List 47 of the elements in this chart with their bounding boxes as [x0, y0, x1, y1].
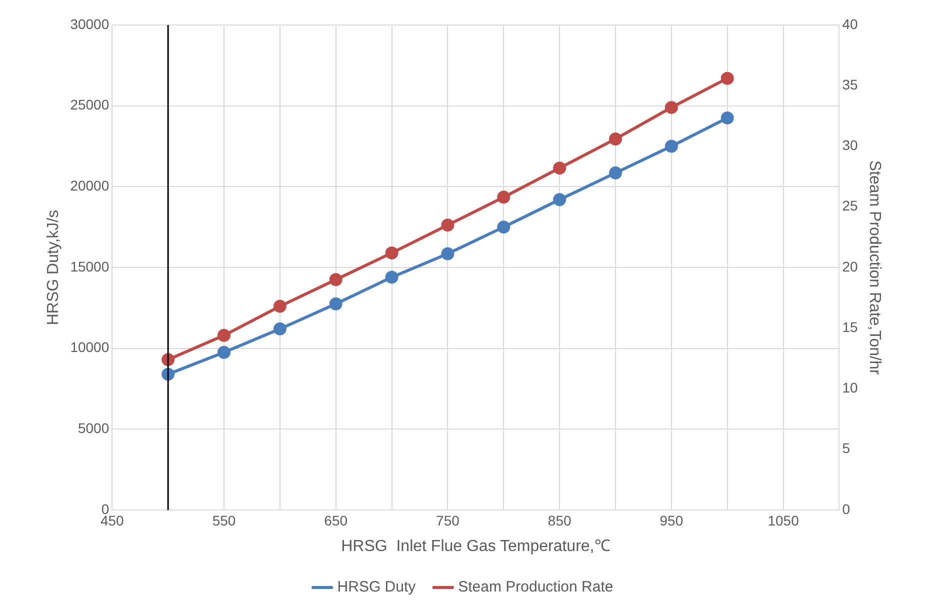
y2-tick-label: 30 — [842, 137, 858, 154]
point — [664, 140, 678, 153]
y2-tick-label: 10 — [842, 380, 858, 396]
y2-tick-label: 0 — [842, 500, 850, 517]
y2-tick-label: 20 — [842, 258, 858, 274]
y2-tick-label: 5 — [842, 440, 850, 456]
x-tick-label: 1050 — [768, 512, 800, 528]
y-tick-label: 30000 — [70, 16, 110, 32]
legend-label: HRSG Duty — [337, 578, 416, 596]
y-tick-label: 25000 — [70, 96, 110, 113]
y2-tick-label: 40 — [842, 16, 858, 32]
point — [553, 193, 566, 206]
y-tick-label: 15000 — [70, 258, 110, 274]
y2-axis-title: Steam Production Rate,Ton/hr — [866, 160, 883, 376]
point — [609, 166, 622, 180]
point — [385, 270, 398, 284]
point — [664, 100, 678, 114]
y-tick-label: 20000 — [70, 178, 110, 194]
point — [720, 72, 734, 85]
point — [273, 322, 286, 336]
point — [497, 190, 510, 204]
point — [217, 346, 230, 359]
point — [441, 218, 454, 232]
point — [329, 273, 342, 286]
x-tick-label: 750 — [436, 512, 460, 528]
y2-tick-label: 35 — [842, 76, 858, 92]
y2-tick-label: 25 — [842, 198, 858, 214]
point — [497, 220, 510, 234]
y-tick-label: 10000 — [70, 339, 110, 356]
point — [609, 132, 622, 146]
x-tick-label: 650 — [324, 512, 348, 528]
x-axis-title: HRSG Inlet Flue Gas Temperature,℃ — [341, 538, 610, 555]
y2-tick-label: 15 — [842, 318, 858, 335]
point — [329, 297, 342, 310]
point — [273, 300, 286, 313]
x-tick-label: 550 — [212, 512, 236, 528]
point — [217, 328, 230, 342]
y-tick-label: 0 — [101, 500, 110, 517]
point — [441, 247, 454, 260]
y-tick-label: 5000 — [78, 420, 110, 436]
point — [553, 162, 566, 175]
x-tick-label: 950 — [660, 512, 684, 528]
point — [385, 246, 398, 260]
y-axis-title: HRSG Duty,kJ/s — [45, 210, 62, 326]
point — [720, 111, 734, 124]
x-tick-label: 850 — [548, 512, 572, 528]
legend-label: Steam Production Rate — [458, 578, 614, 596]
